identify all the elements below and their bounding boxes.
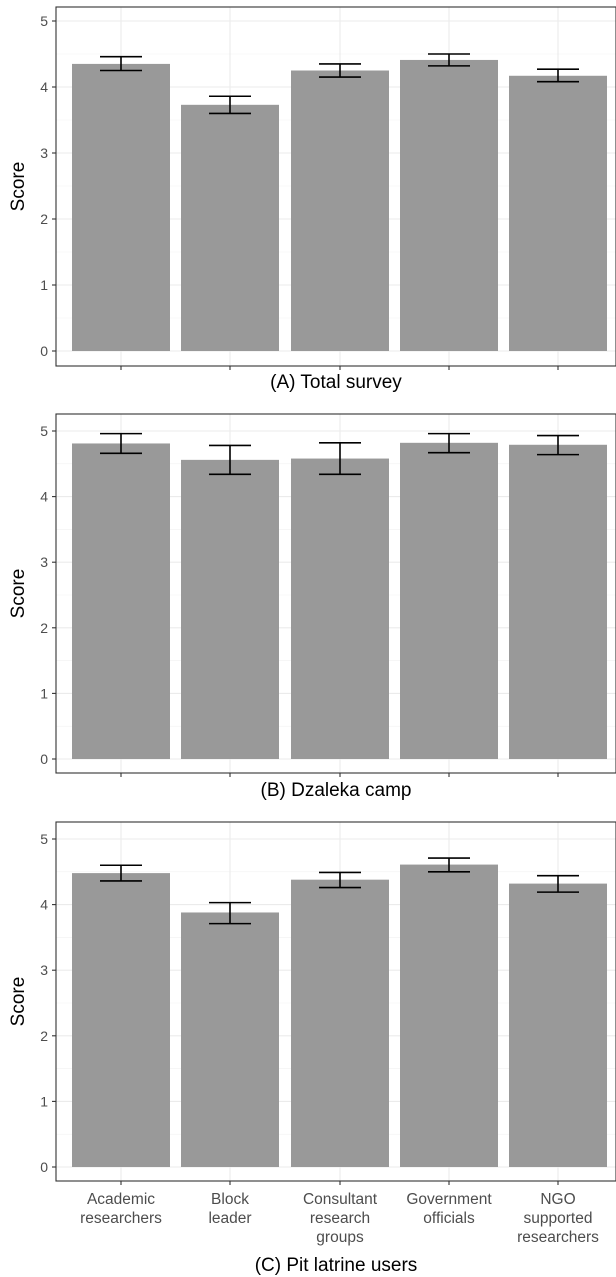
error-bar: [319, 442, 361, 476]
y-tick-label: 2: [40, 620, 48, 636]
error-bar: [209, 95, 251, 115]
y-tick-label: 3: [40, 554, 48, 570]
y-axis-label: Score: [8, 569, 29, 619]
error-bar: [209, 444, 251, 476]
x-tick-label: Consultant research groups: [303, 1191, 378, 1246]
error-bar: [537, 874, 579, 893]
y-tick-label: 4: [40, 79, 48, 95]
bar: [400, 442, 498, 759]
y-tick-label: 1: [40, 685, 48, 701]
error-bar: [319, 871, 361, 889]
error-bar: [100, 432, 142, 455]
y-tick-label: 4: [40, 489, 48, 505]
bar: [291, 879, 389, 1167]
bar: [72, 873, 170, 1167]
y-tick-label: 0: [40, 1159, 48, 1175]
bar: [291, 458, 389, 759]
panel-border: [55, 6, 616, 367]
x-tick-label: Government officials: [406, 1191, 492, 1227]
y-tick-label: 0: [40, 343, 48, 359]
y-tick-label: 3: [40, 962, 48, 978]
error-bar: [428, 432, 470, 454]
error-bar: [100, 55, 142, 72]
y-tick-label: 1: [40, 1093, 48, 1109]
chart-panel-1: 0 1 2 3 4 5 Score (A) Total survey: [8, 6, 616, 393]
y-tick-label: 1: [40, 277, 48, 293]
bar: [509, 444, 607, 759]
panel-border: [55, 413, 616, 774]
bar: [509, 75, 607, 351]
y-tick-label: 2: [40, 1028, 48, 1044]
bar: [400, 864, 498, 1167]
bar: [509, 883, 607, 1167]
x-tick-label: Block leader: [208, 1191, 251, 1227]
chart-panel-2: 0 1 2 3 4 5 Score (B) Dzaleka camp: [8, 413, 616, 801]
bar: [291, 70, 389, 351]
x-tick-label: NGO supported researchers: [517, 1191, 599, 1246]
bar: [400, 59, 498, 351]
panel-title: (B) Dzaleka camp: [261, 780, 412, 801]
panel-title: (C) Pit latrine users: [255, 1255, 418, 1276]
bar: [181, 459, 279, 759]
y-tick-label: 0: [40, 751, 48, 767]
error-bar: [428, 857, 470, 873]
panel-border: [55, 821, 616, 1182]
error-bar: [537, 434, 579, 456]
y-axis-label: Score: [8, 977, 29, 1027]
y-tick-label: 5: [40, 831, 48, 847]
y-tick-label: 3: [40, 145, 48, 161]
bar: [181, 104, 279, 351]
panel-title: (A) Total survey: [270, 372, 402, 393]
bar: [181, 912, 279, 1167]
bar: [72, 443, 170, 759]
x-tick-label: Academic researchers: [80, 1191, 162, 1227]
y-tick-label: 2: [40, 211, 48, 227]
error-bar: [209, 901, 251, 925]
error-bar: [428, 53, 470, 67]
y-tick-label: 5: [40, 13, 48, 29]
error-bar: [100, 864, 142, 882]
bar: [72, 63, 170, 352]
y-tick-label: 4: [40, 897, 48, 913]
chart-panel-3: 0 1 2 3 4 5 Score Academic researchers Block leade…: [8, 821, 616, 1276]
error-bar: [319, 63, 361, 78]
y-axis-label: Score: [8, 162, 29, 212]
error-bar: [537, 68, 579, 83]
y-tick-label: 5: [40, 423, 48, 439]
